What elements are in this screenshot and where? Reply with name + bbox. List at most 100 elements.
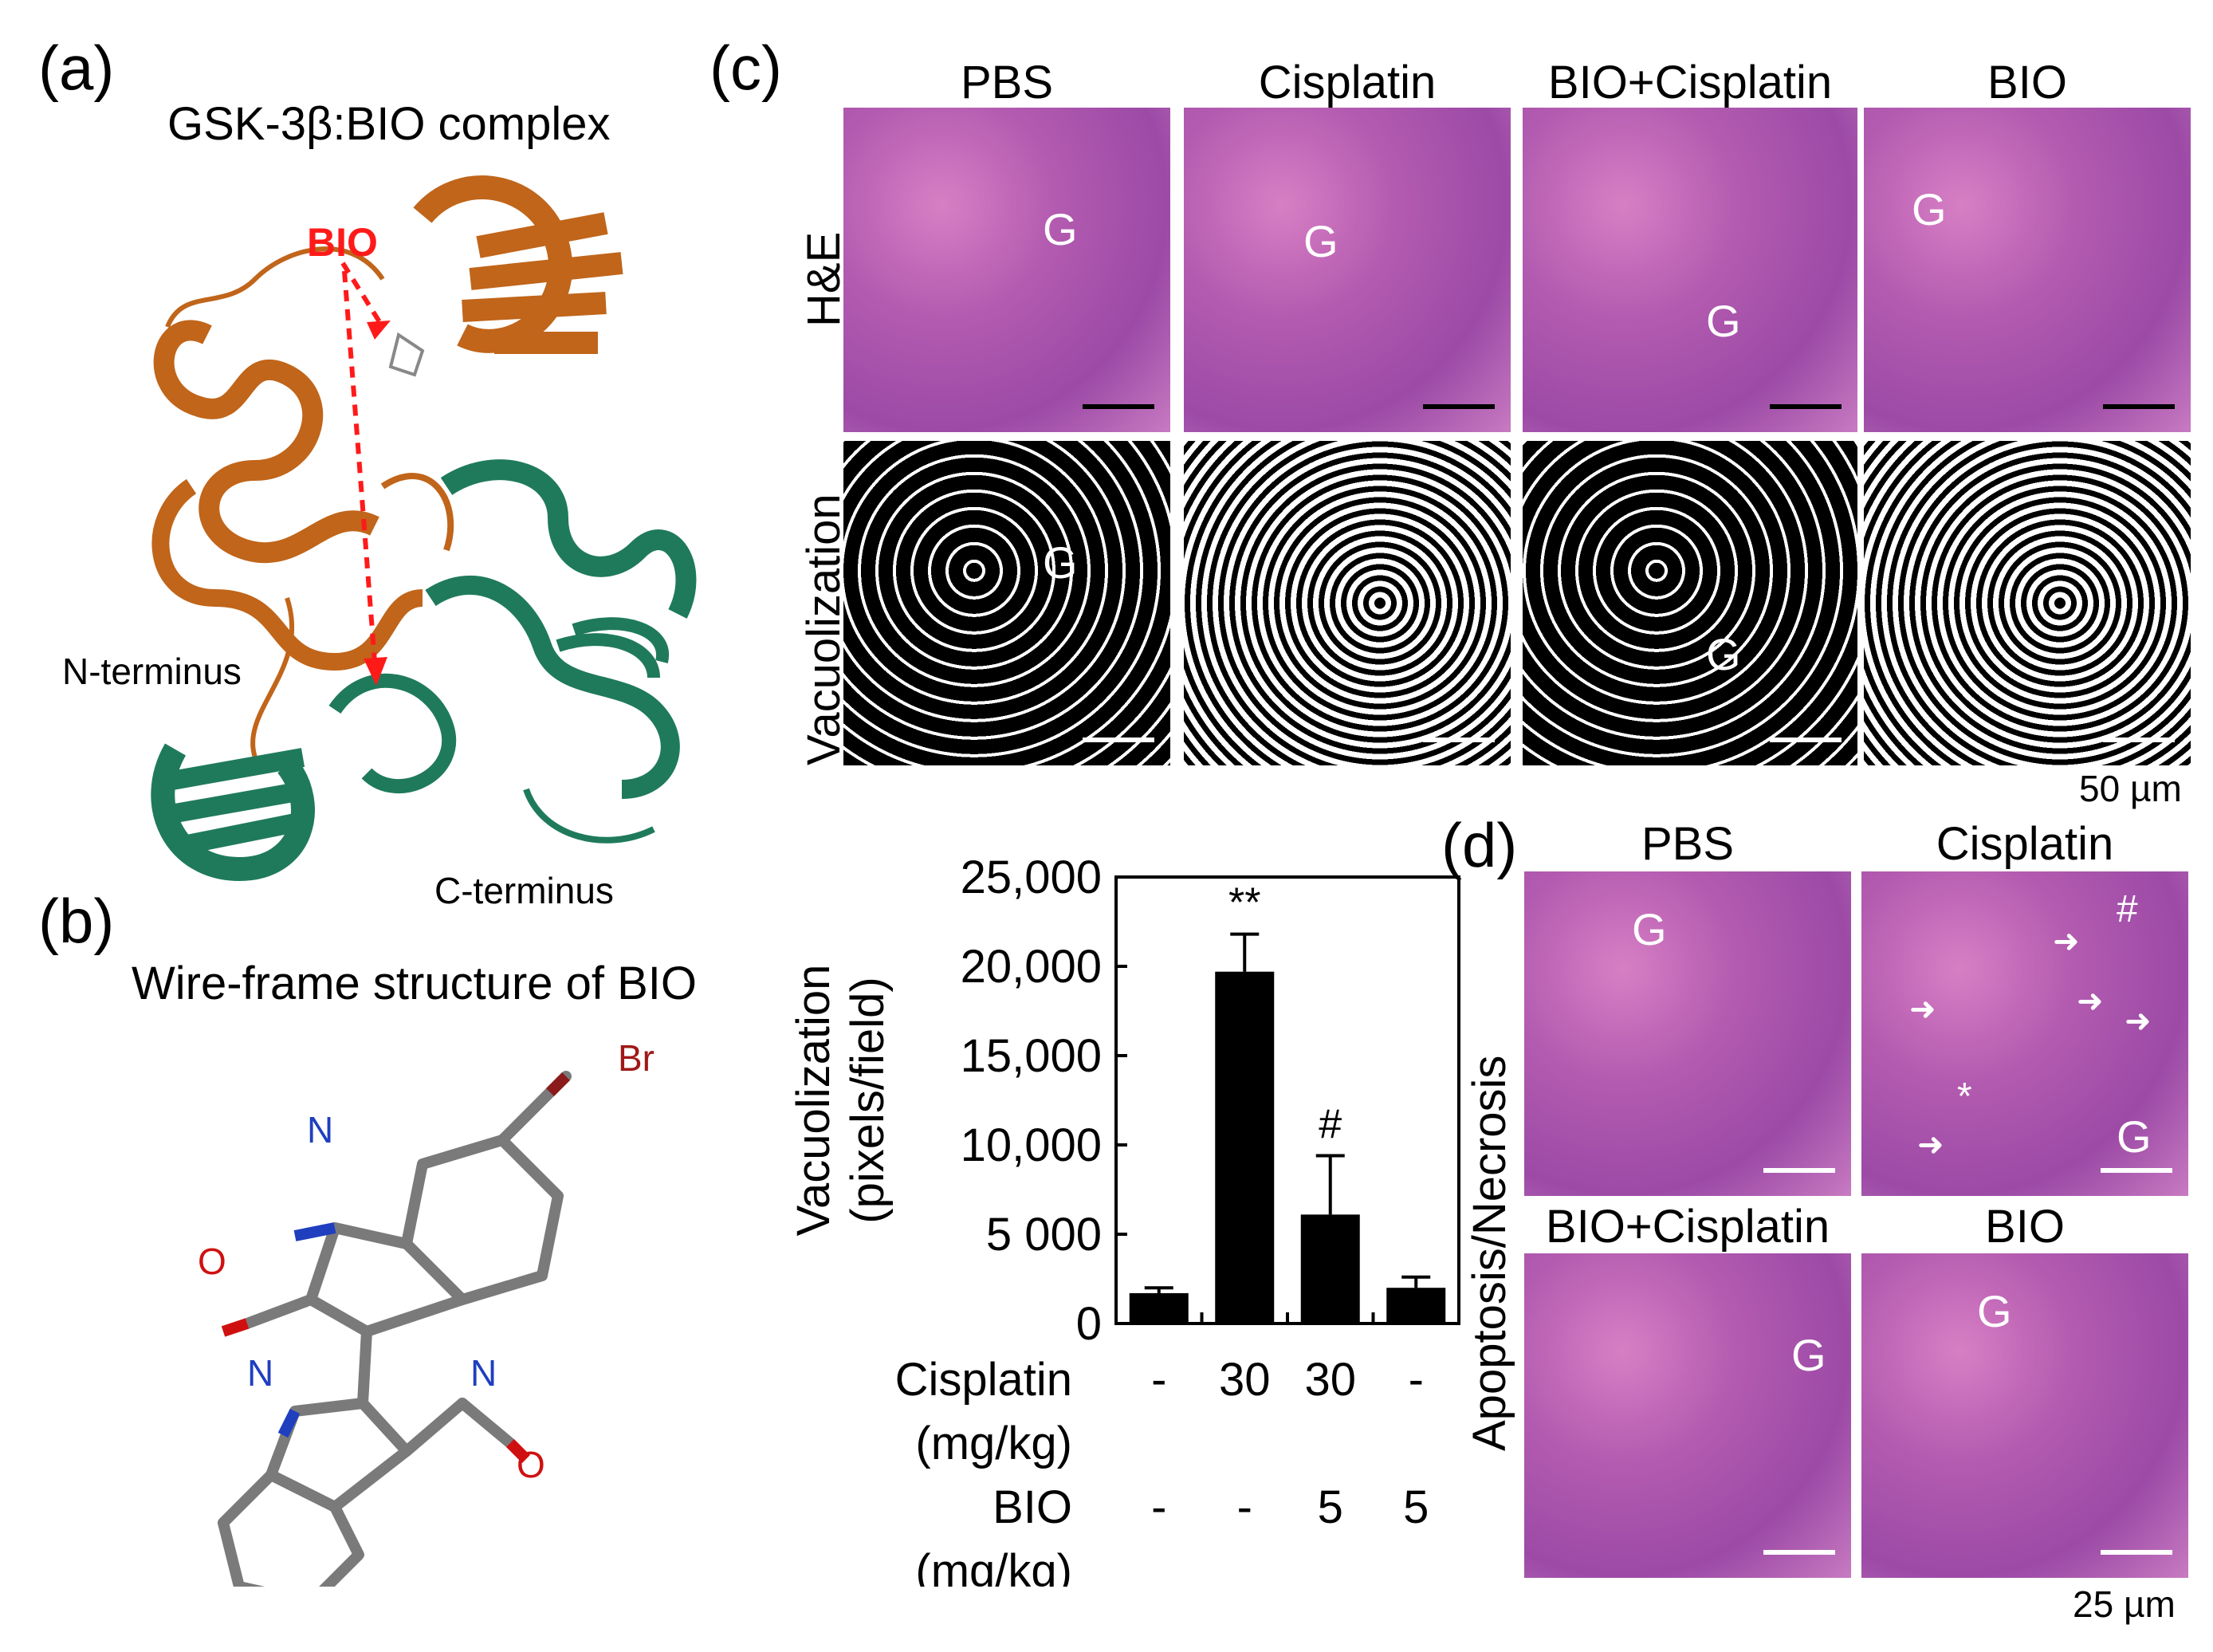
glomerulus-label: G bbox=[1977, 1286, 2012, 1336]
arrow-icon: ➜ bbox=[1917, 1127, 1944, 1162]
glomerulus-label: G bbox=[1303, 216, 1338, 266]
bio-wireframe-structure bbox=[218, 1071, 572, 1587]
significance-mark: # bbox=[1319, 1101, 1342, 1147]
glomerulus-label: G bbox=[1043, 204, 1078, 254]
glomerulus-label: G bbox=[1912, 184, 1947, 234]
y-tick-label: 10,000 bbox=[961, 1119, 1102, 1171]
col-title-bio-cisplatin: BIO+Cisplatin bbox=[1547, 57, 1833, 108]
scale-bar bbox=[1770, 738, 1842, 742]
cisplatin-dose-value: - bbox=[1151, 1354, 1166, 1406]
he-image-bio-cisplatin: G bbox=[1523, 108, 1857, 432]
bar bbox=[1129, 1292, 1189, 1324]
significance-mark: ** bbox=[1228, 880, 1260, 926]
scale-bar bbox=[1770, 404, 1842, 409]
row-label-he: H&E bbox=[798, 231, 850, 327]
d-col-title-cisplatin: Cisplatin bbox=[1936, 818, 2114, 870]
cisplatin-dose-value: 30 bbox=[1219, 1354, 1271, 1406]
vacuolization-image-cisplatin bbox=[1184, 441, 1511, 765]
arrow-icon: ➜ bbox=[2077, 984, 2104, 1019]
bio-arrow-label: BIO bbox=[307, 220, 378, 265]
d-col-title-bio: BIO bbox=[1985, 1201, 2065, 1253]
d-image-cisplatin: G # * ➜ ➜ ➜ ➜ ➜ bbox=[1861, 871, 2188, 1196]
atom-n1: N bbox=[307, 1109, 334, 1150]
scale-label-25um: 25 µm bbox=[2073, 1583, 2176, 1625]
atom-o1: O bbox=[198, 1241, 226, 1282]
panel-label-b: (b) bbox=[38, 886, 115, 956]
scale-bar bbox=[1083, 738, 1154, 742]
scale-bar bbox=[1083, 404, 1154, 409]
c-domain-ribbons bbox=[151, 459, 697, 882]
y-tick-label: 25,000 bbox=[961, 852, 1102, 903]
row-label-apoptosis-necrosis: Apoptosis/Necrosis bbox=[1464, 1055, 1515, 1451]
vacuolization-image-pbs: G bbox=[843, 441, 1170, 765]
apoptosis-marker: * bbox=[1957, 1076, 1972, 1118]
atom-o2: O bbox=[517, 1444, 545, 1485]
bar bbox=[1386, 1288, 1446, 1324]
y-tick-label: 5 000 bbox=[986, 1209, 1102, 1261]
bio-dose-value: 5 bbox=[1403, 1481, 1429, 1533]
he-image-cisplatin: G bbox=[1184, 108, 1511, 432]
vacuolization-bar-chart: 0 5 000 10,000 15,000 20,000 25,000 Vacuolizat… bbox=[788, 852, 1460, 1587]
panel-label-a: (a) bbox=[38, 33, 115, 103]
vacuolization-image-bio bbox=[1864, 441, 2191, 765]
bio-ligand-sticks bbox=[388, 332, 425, 377]
glomerulus-label: G bbox=[1706, 296, 1741, 346]
bar bbox=[1215, 971, 1275, 1324]
n-terminus-label: N-terminus bbox=[62, 651, 242, 692]
cisplatin-row-unit: (mg/kg) bbox=[915, 1418, 1072, 1469]
plot-frame bbox=[1114, 875, 1460, 1325]
scale-bar bbox=[1423, 404, 1495, 409]
d-col-title-bio-cisplatin: BIO+Cisplatin bbox=[1545, 1201, 1830, 1253]
y-axis-label: Vacuolization bbox=[788, 965, 839, 1237]
bio-dose-value: - bbox=[1151, 1481, 1166, 1533]
scale-bar bbox=[1423, 738, 1495, 742]
vacuolization-image-bio-cisplatin: G bbox=[1523, 441, 1857, 765]
scale-bar bbox=[1763, 1550, 1835, 1555]
cisplatin-row-label: Cisplatin bbox=[895, 1354, 1072, 1406]
bar bbox=[1300, 1214, 1360, 1324]
necrosis-marker: # bbox=[2117, 888, 2138, 930]
scale-label-50um: 50 µm bbox=[2079, 768, 2182, 809]
col-title-bio: BIO bbox=[1987, 57, 2067, 108]
panel-a-title: GSK-3β:BIO complex bbox=[167, 98, 611, 150]
bio-dose-value: - bbox=[1237, 1481, 1252, 1533]
scale-bar bbox=[2103, 738, 2175, 742]
atom-br: Br bbox=[618, 1037, 654, 1079]
y-tick-label: 15,000 bbox=[961, 1030, 1102, 1082]
scale-bar bbox=[2101, 1168, 2172, 1173]
he-image-pbs: G bbox=[843, 108, 1170, 432]
cisplatin-dose-value: - bbox=[1409, 1354, 1424, 1406]
glomerulus-label: G bbox=[2117, 1111, 2152, 1162]
bio-row-unit: (mg/kg) bbox=[915, 1545, 1072, 1587]
d-image-pbs: G bbox=[1524, 871, 1851, 1196]
col-title-cisplatin: Cisplatin bbox=[1258, 57, 1437, 108]
arrow-icon: ➜ bbox=[2053, 924, 2080, 959]
panel-b-title: Wire-frame structure of BIO bbox=[132, 958, 698, 1009]
scale-bar bbox=[2103, 404, 2175, 409]
row-label-vacuolization: Vacuolization bbox=[798, 494, 850, 765]
n-domain-ribbons bbox=[151, 175, 623, 758]
y-tick-label: 20,000 bbox=[961, 941, 1102, 993]
y-axis-label-unit: (pixels/field) bbox=[842, 977, 894, 1223]
cisplatin-dose-value: 30 bbox=[1304, 1354, 1356, 1406]
d-image-bio: G bbox=[1861, 1253, 2188, 1578]
c-terminus-label: C-terminus bbox=[434, 870, 614, 911]
arrow-icon: ➜ bbox=[2125, 1004, 2152, 1039]
glomerulus-label: G bbox=[1043, 537, 1078, 588]
bio-arrows bbox=[340, 262, 391, 686]
d-image-bio-cisplatin: G bbox=[1524, 1253, 1851, 1578]
d-col-title-pbs: PBS bbox=[1641, 818, 1735, 870]
he-image-bio: G bbox=[1864, 108, 2191, 432]
col-title-pbs: PBS bbox=[960, 57, 1054, 108]
protein-structure-figure bbox=[151, 175, 697, 882]
arrow-icon: ➜ bbox=[1909, 992, 1936, 1027]
glomerulus-label: G bbox=[1632, 904, 1667, 954]
y-tick-label: 0 bbox=[1076, 1298, 1102, 1350]
glomerulus-label: G bbox=[1791, 1330, 1826, 1380]
panel-label-c: (c) bbox=[709, 33, 782, 103]
atom-n3: N bbox=[470, 1352, 497, 1394]
bio-dose-value: 5 bbox=[1318, 1481, 1343, 1533]
atom-n2: N bbox=[247, 1352, 274, 1394]
glomerulus-label: G bbox=[1706, 629, 1741, 679]
panel-label-d: (d) bbox=[1441, 810, 1518, 880]
